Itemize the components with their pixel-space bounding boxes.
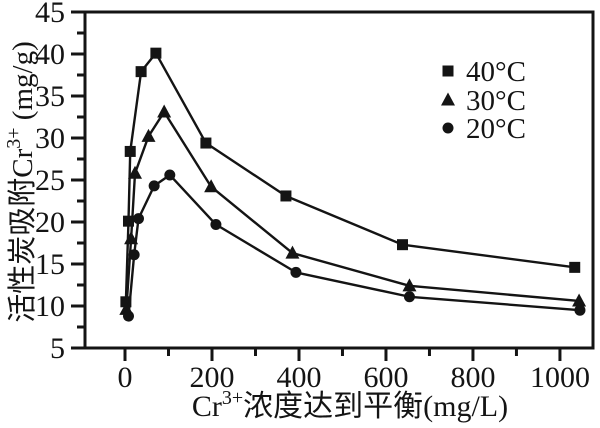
y-axis-tick-label: 5 — [50, 332, 65, 365]
y-axis-tick-label: 40 — [35, 38, 65, 71]
y-axis-tick-label: 45 — [35, 0, 65, 29]
series-30c-marker — [402, 278, 417, 292]
series-30c-marker — [141, 128, 156, 142]
series-40c — [120, 47, 581, 308]
series-20c — [122, 169, 586, 322]
x-axis-tick-label: 800 — [450, 361, 495, 394]
series-40c-marker — [122, 215, 134, 227]
series-20c-marker — [210, 219, 222, 231]
y-axis-tick-label: 20 — [35, 206, 65, 239]
series-40c-marker — [200, 137, 212, 149]
series-40c-marker — [569, 261, 581, 273]
y-axis-tick-label: 10 — [35, 290, 65, 323]
legend-item-40c: 40°C — [442, 56, 526, 88]
series-40c-marker — [124, 145, 136, 157]
legend: 40°C30°C20°C — [441, 56, 526, 145]
legend-item-20c: 20°C — [442, 113, 526, 145]
x-axis-tick-label: 200 — [190, 361, 235, 394]
x-axis-tick-label: 0 — [118, 361, 133, 394]
series-30c-marker — [204, 179, 219, 193]
series-20c-marker — [122, 310, 134, 322]
y-axis-tick-label: 30 — [35, 122, 65, 155]
legend-label-30c: 30°C — [466, 85, 526, 117]
series-20c-marker — [148, 180, 160, 192]
series-30c-marker — [157, 104, 172, 118]
x-axis-tick-label: 1000 — [530, 361, 590, 394]
series-20c-marker — [403, 291, 415, 303]
legend-label-20c: 20°C — [466, 113, 526, 145]
y-axis-tick-label: 15 — [35, 248, 65, 281]
y-axis-tick-label: 35 — [35, 80, 65, 113]
x-axis-tick-label: 600 — [363, 361, 408, 394]
legend-swatch-triangle-icon — [441, 92, 455, 106]
series-20c-marker — [574, 304, 586, 316]
y-axis-title: 活性炭吸附Cr3+ (mg/g) — [3, 41, 39, 322]
series-30c-marker — [128, 165, 143, 179]
series-30c-marker — [285, 245, 300, 259]
legend-swatch-square-icon — [442, 65, 454, 77]
legend-label-40c: 40°C — [466, 56, 526, 88]
series-40c-marker — [135, 66, 147, 78]
series-20c-marker — [290, 266, 302, 278]
y-axis-tick-label: 25 — [35, 164, 65, 197]
series-20c-marker — [128, 249, 140, 261]
series-40c-marker — [280, 190, 292, 202]
series-30c-marker — [572, 293, 587, 307]
series-40c-marker — [397, 239, 408, 251]
series-30c — [119, 104, 587, 315]
legend-swatch-circle-icon — [442, 122, 454, 134]
series-20c-marker — [132, 213, 144, 225]
x-axis-tick-label: 400 — [276, 361, 321, 394]
legend-item-30c: 30°C — [441, 85, 526, 117]
x-axis-title: Cr3+浓度达到平衡(mg/L) — [192, 387, 508, 423]
series-40c-marker — [150, 47, 162, 59]
series-20c-marker — [164, 169, 176, 181]
